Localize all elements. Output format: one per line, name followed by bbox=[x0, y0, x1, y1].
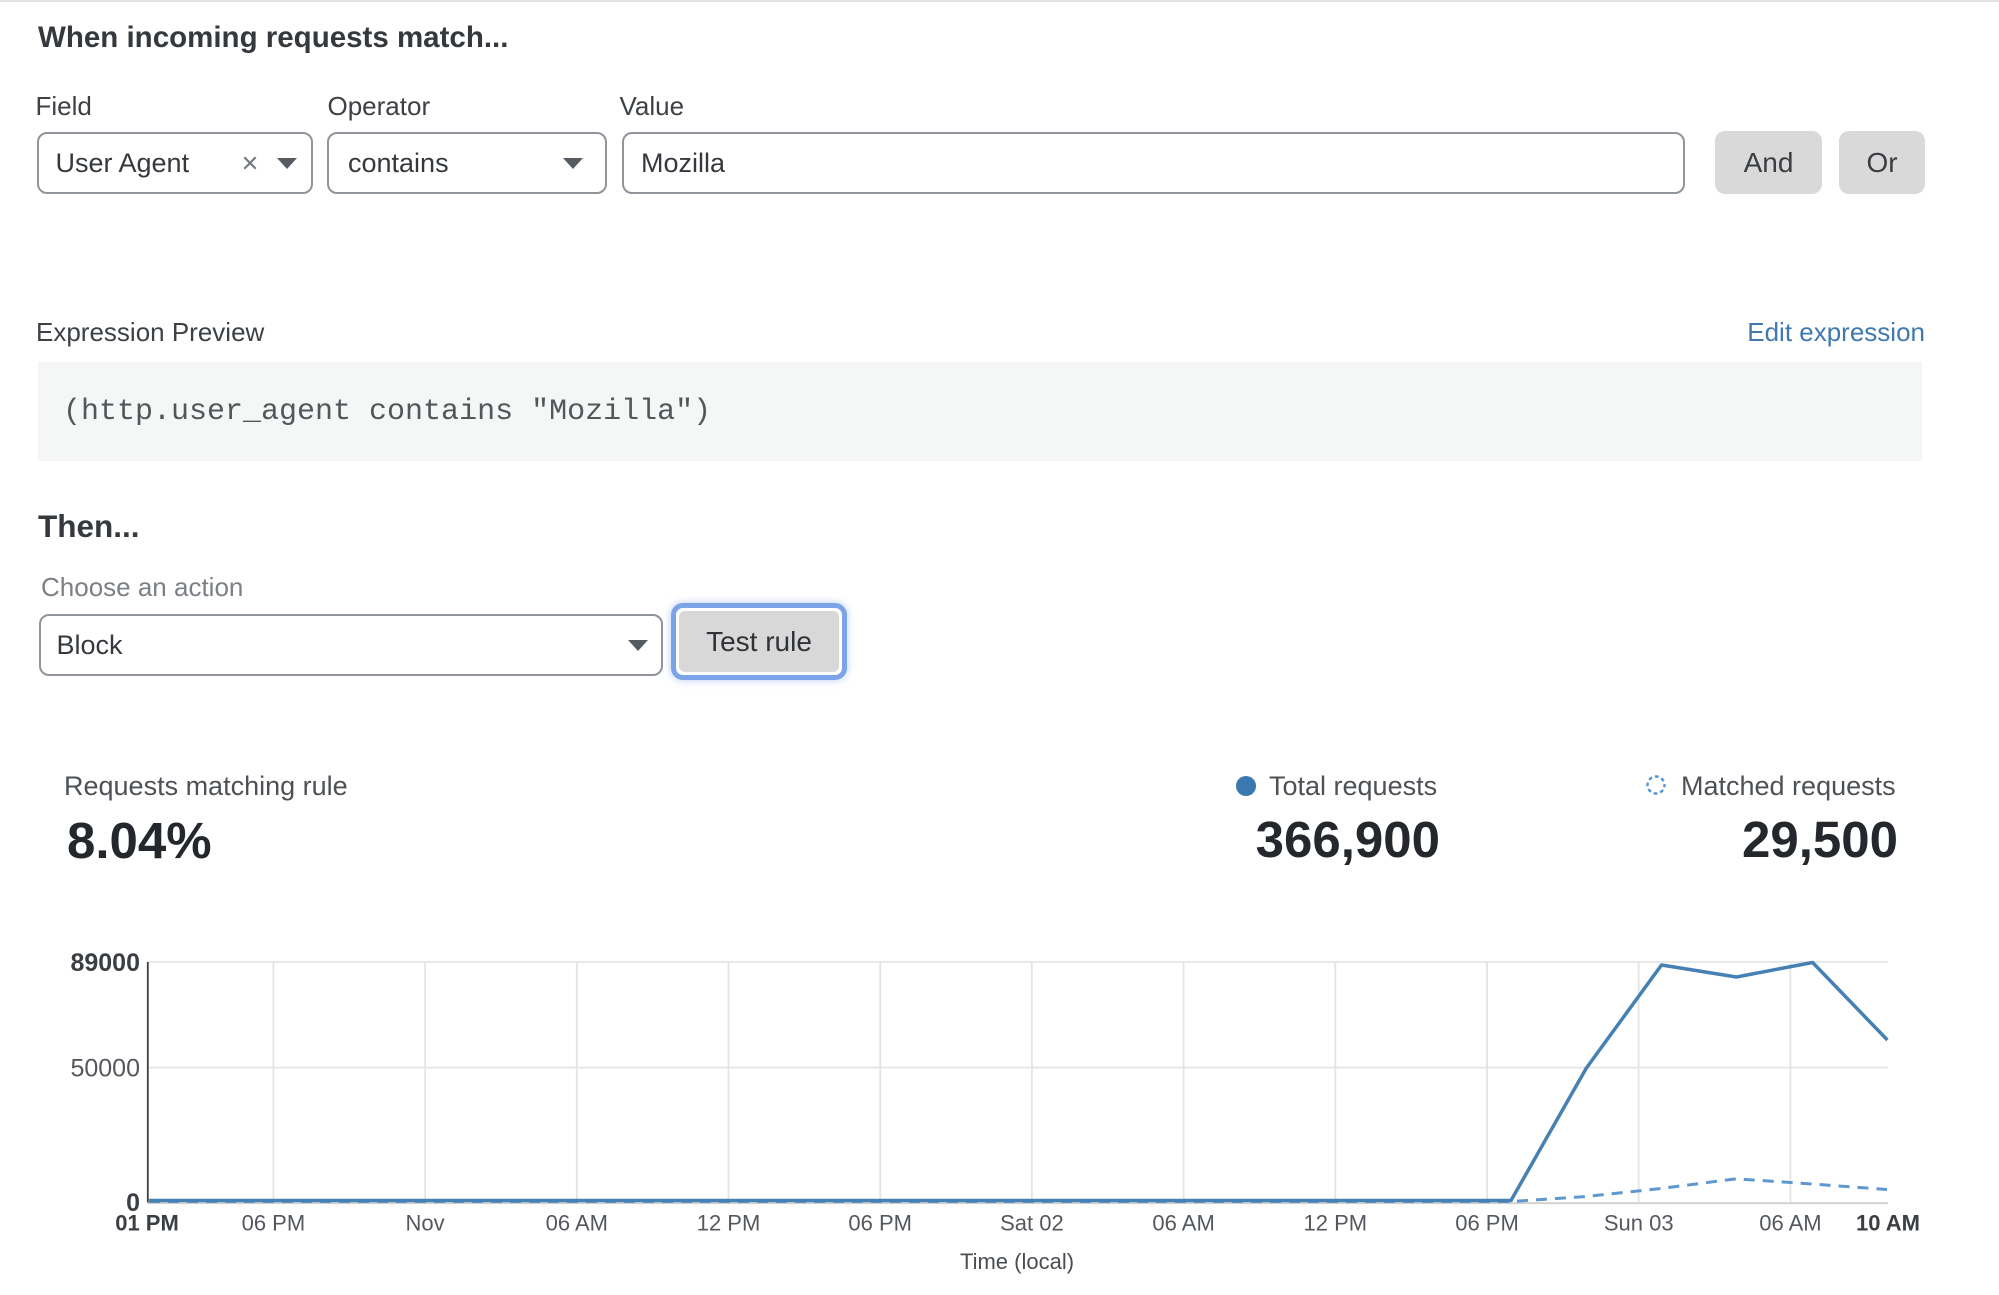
svg-text:10 AM: 10 AM bbox=[1856, 1211, 1920, 1236]
svg-text:06 AM: 06 AM bbox=[1759, 1211, 1821, 1236]
svg-text:06 PM: 06 PM bbox=[242, 1211, 306, 1236]
svg-text:06 AM: 06 AM bbox=[546, 1211, 608, 1236]
svg-text:0: 0 bbox=[126, 1189, 140, 1217]
svg-text:50000: 50000 bbox=[70, 1055, 140, 1083]
svg-text:Time (local): Time (local) bbox=[960, 1249, 1074, 1274]
svg-text:Sat 02: Sat 02 bbox=[1000, 1211, 1064, 1236]
svg-text:12 PM: 12 PM bbox=[697, 1211, 761, 1236]
svg-text:89000: 89000 bbox=[70, 949, 140, 977]
svg-text:06 AM: 06 AM bbox=[1152, 1211, 1214, 1236]
svg-text:12 PM: 12 PM bbox=[1304, 1211, 1368, 1236]
svg-text:Sun 03: Sun 03 bbox=[1604, 1211, 1674, 1236]
svg-text:06 PM: 06 PM bbox=[848, 1211, 912, 1236]
svg-text:Nov: Nov bbox=[406, 1211, 445, 1236]
svg-text:01 PM: 01 PM bbox=[115, 1211, 179, 1236]
svg-text:06 PM: 06 PM bbox=[1455, 1211, 1519, 1236]
